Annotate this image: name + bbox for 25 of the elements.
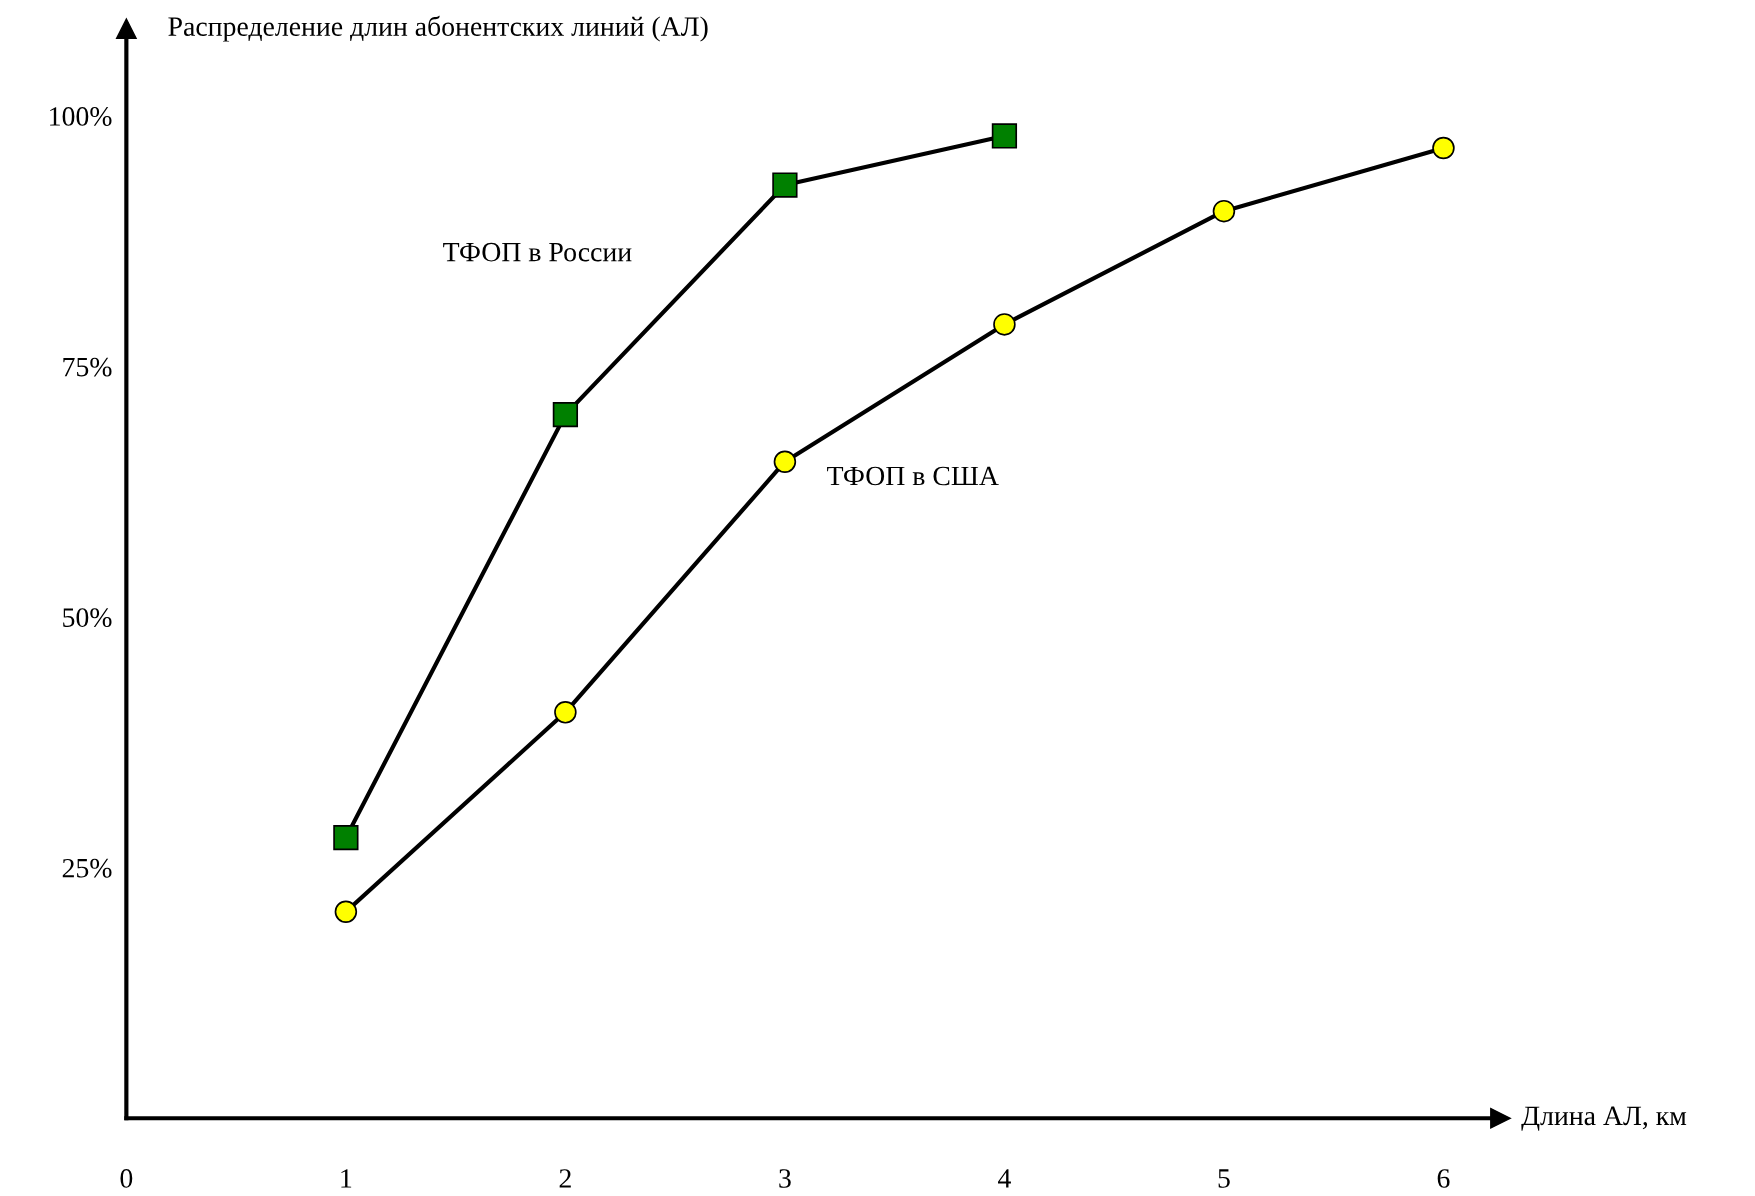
series-label: ТФОП в США — [827, 466, 999, 486]
text: ТФОП в России — [443, 242, 632, 262]
point — [552, 401, 579, 428]
point — [554, 701, 577, 724]
point — [334, 900, 358, 924]
x-tick-label: 6 — [1437, 1169, 1450, 1188]
point — [993, 313, 1016, 336]
y-tick-label: 50% — [63, 608, 112, 628]
point — [333, 824, 359, 851]
y-tick-label: 75% — [63, 357, 112, 377]
point — [991, 123, 1018, 149]
point — [773, 450, 797, 473]
point — [1432, 136, 1455, 160]
x-axis-title: Длина АЛ, км — [1521, 1106, 1687, 1131]
y-axis-title: Распределение длин абонентских линий (АЛ) — [168, 15, 708, 42]
x-tick-label: 2 — [559, 1169, 571, 1188]
x-tick-label: 5 — [1218, 1169, 1230, 1188]
point — [1212, 199, 1236, 223]
point — [772, 172, 798, 198]
x-tick-label: 3 — [779, 1169, 791, 1188]
y-tick-label: 25% — [62, 858, 112, 878]
x-tick-label: 4 — [998, 1169, 1011, 1188]
y-tick-label: 100% — [50, 107, 112, 126]
x-tick-label: 0 — [120, 1169, 133, 1188]
x-tick-label: 1 — [341, 1169, 352, 1188]
